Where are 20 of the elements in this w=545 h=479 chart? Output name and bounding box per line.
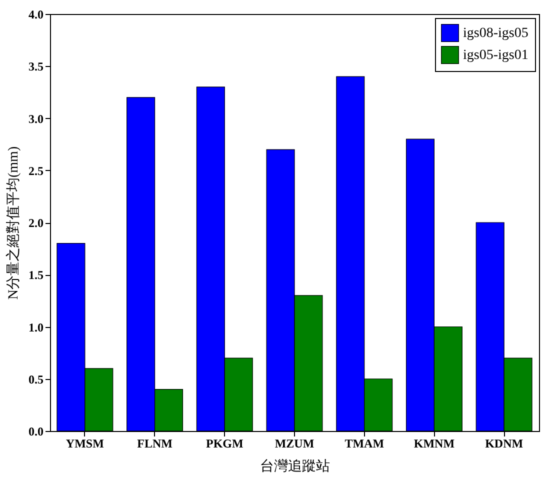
y-tick-label: 1.5	[28, 268, 44, 282]
y-tick-label: 3.5	[28, 60, 44, 74]
y-tick-label: 2.5	[28, 164, 44, 178]
x-tick-label: KMNM	[414, 436, 455, 450]
x-tick-label: PKGM	[206, 436, 244, 450]
y-axis-title: N分量之絕對值平均(mm)	[6, 146, 22, 300]
x-axis-title: 台灣追蹤站	[260, 458, 330, 474]
y-tick-label: 0.0	[28, 424, 44, 438]
x-tick-label: FLNM	[137, 436, 172, 450]
y-tick-label: 4.0	[28, 8, 44, 22]
y-tick-label: 3.0	[28, 112, 44, 126]
x-tick-label: MZUM	[274, 436, 314, 450]
legend-label: igs08-igs05	[463, 26, 528, 41]
y-tick-label: 0.5	[28, 372, 44, 386]
legend-label: igs05-igs01	[463, 48, 528, 63]
x-tick-label: TMAM	[344, 436, 384, 450]
x-tick-label: YMSM	[66, 436, 104, 450]
y-tick-label: 2.0	[28, 216, 44, 230]
x-tick-label: KDNM	[485, 436, 524, 450]
y-tick-label: 1.0	[28, 320, 44, 334]
